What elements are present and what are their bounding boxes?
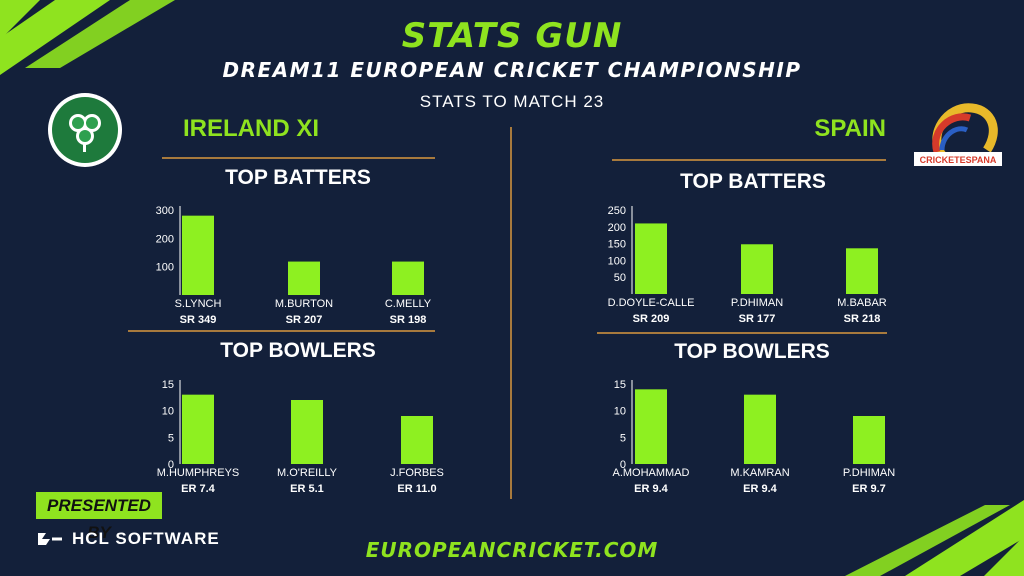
stat-sublabel: SR 177 <box>739 313 776 325</box>
stat-sublabel: SR 349 <box>180 314 217 326</box>
website-link[interactable]: EUROPEANCRICKET.COM <box>365 538 659 562</box>
vertical-divider <box>510 127 512 499</box>
y-tick-label: 0 <box>168 459 174 471</box>
x-category-label: D.DOYLE-CALLE <box>608 297 695 309</box>
stat-sublabel: ER 9.7 <box>852 483 886 495</box>
x-category-label: M.HUMPHREYS <box>157 467 240 479</box>
ireland-logo <box>48 93 122 167</box>
y-tick-label: 5 <box>620 432 626 444</box>
bar <box>182 215 214 295</box>
x-category-label: C.MELLY <box>385 298 432 310</box>
x-category-label: P.DHIMAN <box>731 297 783 309</box>
bar <box>291 400 323 464</box>
hcl-icon <box>38 533 62 545</box>
bar <box>846 248 878 294</box>
y-tick-label: 250 <box>608 205 626 217</box>
svg-text:CRICKETESPANA: CRICKETESPANA <box>920 155 997 165</box>
divider-ireland-mid <box>128 330 435 332</box>
y-tick-label: 15 <box>162 379 174 391</box>
sponsor-logo: HCL SOFTWARE <box>36 529 220 549</box>
bar <box>635 389 667 464</box>
y-tick-label: 0 <box>620 459 626 471</box>
bar <box>288 261 320 295</box>
stat-sublabel: SR 207 <box>286 314 323 326</box>
x-category-label: M.BABAR <box>837 297 887 309</box>
spain-bowlers-title: TOP BOWLERS <box>674 340 830 363</box>
y-tick-label: 200 <box>608 222 626 234</box>
bar <box>392 261 424 295</box>
y-tick-label: 100 <box>608 255 626 267</box>
spain-logo: CRICKETESPANA <box>912 100 1004 170</box>
page-subtitle: STATS TO MATCH 23 <box>419 92 605 111</box>
x-category-label: M.BURTON <box>275 298 333 310</box>
stat-sublabel: SR 209 <box>633 313 670 325</box>
y-tick-label: 10 <box>614 406 626 418</box>
divider-ireland-top <box>162 157 435 159</box>
x-category-label: M.KAMRAN <box>730 467 789 479</box>
stat-sublabel: ER 5.1 <box>290 483 324 495</box>
stat-sublabel: ER 9.4 <box>743 483 778 495</box>
team-name-ireland: IRELAND XI <box>183 115 320 142</box>
y-tick-label: 150 <box>608 239 626 251</box>
divider-spain-top <box>612 159 886 161</box>
divider-spain-mid <box>597 332 887 334</box>
brand-title: STATS GUN <box>401 16 623 56</box>
bar <box>182 394 214 464</box>
stat-sublabel: SR 198 <box>390 314 427 326</box>
shamrock-icon <box>69 114 101 152</box>
spain-batters-title: TOP BATTERS <box>680 170 826 193</box>
bar <box>744 394 776 464</box>
y-tick-label: 100 <box>156 262 174 274</box>
y-tick-label: 10 <box>162 406 174 418</box>
y-tick-label: 200 <box>156 233 174 245</box>
y-tick-label: 15 <box>614 379 626 391</box>
y-tick-label: 300 <box>156 205 174 217</box>
x-category-label: M.O'REILLY <box>277 467 338 479</box>
presented-by-badge: PRESENTED BY <box>36 492 162 542</box>
stat-sublabel: ER 7.4 <box>181 483 216 495</box>
x-category-label: S.LYNCH <box>175 298 222 310</box>
stat-sublabel: SR 218 <box>844 313 881 325</box>
stat-sublabel: ER 9.4 <box>634 483 669 495</box>
stat-sublabel: ER 11.0 <box>397 483 436 495</box>
team-name-spain: SPAIN <box>814 115 886 142</box>
y-tick-label: 5 <box>168 432 174 444</box>
ireland-bowlers-title: TOP BOWLERS <box>220 339 376 362</box>
x-category-label: A.MOHAMMAD <box>613 467 690 479</box>
bar <box>853 416 885 464</box>
competition-title: DREAM11 EUROPEAN CRICKET CHAMPIONSHIP <box>222 58 802 82</box>
x-category-label: P.DHIMAN <box>843 467 895 479</box>
bar <box>635 223 667 294</box>
bar <box>401 416 433 464</box>
ireland-batters-title: TOP BATTERS <box>225 166 371 189</box>
bar <box>741 244 773 294</box>
x-category-label: J.FORBES <box>390 467 444 479</box>
sponsor-name: HCL SOFTWARE <box>72 529 220 548</box>
y-tick-label: 50 <box>614 272 626 284</box>
